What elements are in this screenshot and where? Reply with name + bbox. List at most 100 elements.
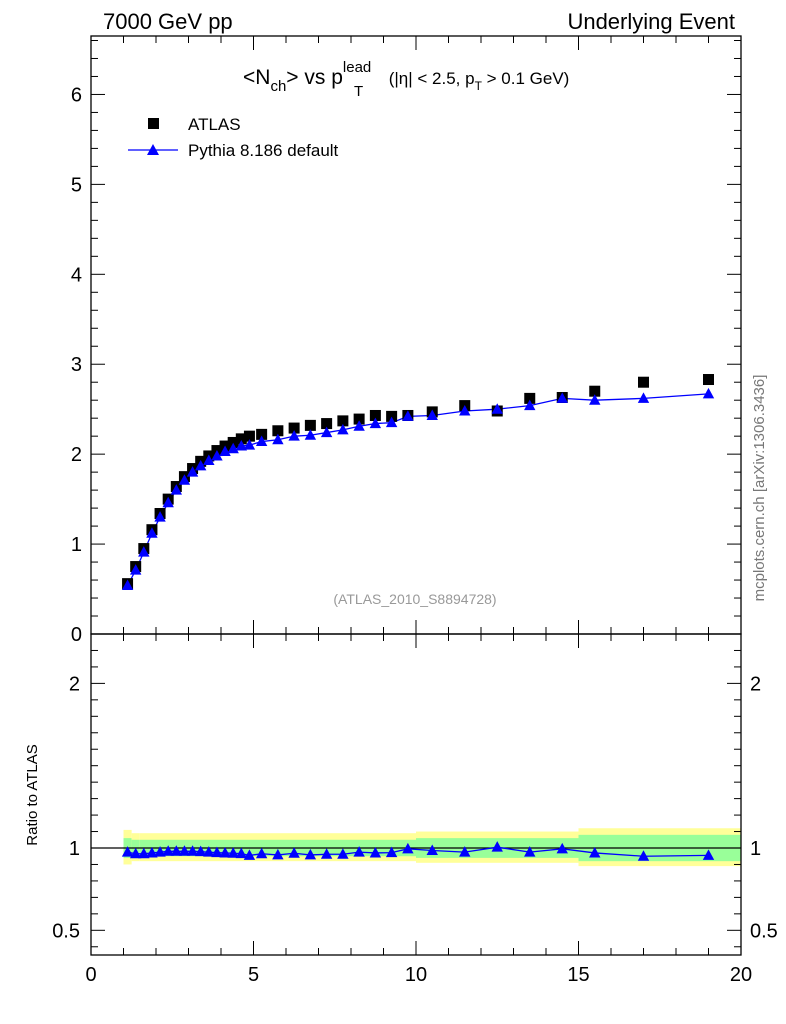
ratio-point: [121, 846, 134, 857]
pythia-point: [235, 440, 248, 451]
pythia-point: [426, 409, 438, 420]
legend: ATLAS Pythia 8.186 default: [128, 115, 339, 160]
pythia-point: [491, 403, 503, 414]
ratio-point: [320, 848, 333, 859]
pythia-point: [129, 564, 142, 575]
ratio-y-tick-label-right: 1: [750, 838, 761, 860]
title-cut-a: (|η| < 2.5, p: [384, 69, 475, 88]
ratio-point: [178, 845, 191, 856]
pythia-point: [255, 435, 268, 447]
ratio-plot: 0 5 10 15 20 0.5 0.5 1 1 2 2: [52, 633, 778, 986]
y-tick-label: 0: [71, 624, 82, 646]
pythia-point: [702, 387, 715, 399]
y-tick-label: 2: [71, 444, 82, 466]
pythia-point: [154, 511, 166, 522]
ratio-point: [211, 846, 223, 858]
legend-marker-pythia: [147, 144, 159, 155]
y-tick-label: 6: [71, 84, 82, 106]
atlas-point: [353, 413, 365, 425]
atlas-point: [386, 410, 398, 422]
ratio-point: [219, 846, 231, 858]
ratio-y-tick-label: 0.5: [52, 920, 80, 942]
ratio-point: [243, 849, 256, 860]
y-tick-label: 1: [71, 534, 82, 556]
ratio-point: [491, 841, 503, 852]
ratio-ylabel: Ratio to ATLAS: [24, 744, 41, 845]
pythia-point: [227, 442, 239, 454]
x-tick-label: 5: [248, 964, 259, 986]
ratio-point: [589, 846, 601, 858]
title-sub-t: T: [354, 83, 363, 100]
title-mid: > vs p: [286, 66, 343, 89]
pythia-point: [146, 527, 158, 538]
ratio-point: [186, 845, 199, 856]
ratio-y-tick-label: 2: [69, 673, 80, 695]
pythia-point: [369, 417, 382, 429]
ratio-point: [194, 845, 207, 857]
pythia-point: [219, 445, 231, 456]
ratio-point: [170, 845, 183, 856]
ratio-point: [702, 849, 715, 860]
atlas-point: [272, 425, 284, 437]
header-right: Underlying Event: [567, 9, 735, 34]
ratio-point: [304, 848, 317, 860]
pythia-point: [211, 449, 223, 461]
pythia-point: [459, 404, 471, 416]
pythia-point: [162, 496, 174, 508]
pythia-point: [320, 426, 333, 438]
pythia-point: [194, 459, 207, 471]
ratio-point: [162, 845, 174, 856]
ratio-point: [426, 844, 438, 855]
atlas-point: [288, 422, 300, 434]
pythia-point: [288, 430, 300, 441]
ratio-point: [637, 850, 650, 861]
ratio-point: [288, 847, 300, 858]
atlas-point: [235, 433, 247, 445]
pythia-point: [272, 433, 284, 445]
ratio-point: [272, 848, 284, 860]
atlas-point: [227, 436, 239, 448]
x-tick-label: 10: [405, 964, 427, 986]
pythia-point: [589, 394, 601, 405]
ratio-point: [385, 846, 398, 858]
ratio-line: [127, 846, 709, 857]
ratio-point: [353, 846, 365, 857]
pythia-point: [138, 546, 150, 557]
ratio-point: [227, 847, 239, 858]
ratio-y-tick-label-right: 0.5: [750, 920, 778, 942]
ratio-point: [129, 847, 142, 859]
ratio-point: [154, 846, 166, 857]
plot-title: <Nch> vs plead T (|η| < 2.5, pT > 0.1 GeV…: [243, 59, 569, 100]
pythia-point: [170, 484, 183, 495]
atlas-point: [638, 376, 649, 388]
pythia-point: [186, 466, 199, 477]
ratio-point: [203, 846, 215, 857]
atlas-point: [337, 415, 349, 427]
pythia-point: [353, 420, 365, 431]
pythia-line: [126, 393, 709, 586]
source-label: mcplots.cern.ch [arXiv:1306.3436]: [751, 375, 768, 602]
main-plot: 0 1 2 3 4 5 6: [71, 35, 742, 646]
pythia-point: [304, 429, 317, 440]
analysis-watermark: (ATLAS_2010_S8894728): [333, 591, 496, 607]
title-sup-lead: lead: [343, 59, 371, 76]
ratio-point: [146, 846, 158, 858]
atlas-point: [703, 374, 714, 386]
ratio-y-tick-label-right: 2: [750, 673, 761, 695]
ratio-point: [459, 846, 471, 857]
ratio-y-tick-label: 1: [69, 838, 80, 860]
x-tick-label: 20: [730, 964, 752, 986]
pythia-point: [385, 416, 398, 428]
pythia-point: [121, 579, 134, 590]
pythia-point: [556, 392, 568, 403]
ratio-point: [402, 842, 414, 854]
title-sub-ch: ch: [270, 78, 286, 95]
x-tick-label: 0: [85, 964, 96, 986]
ratio-point: [337, 848, 349, 859]
title-cut-b: > 0.1 GeV): [482, 69, 569, 88]
ratio-point: [255, 847, 268, 859]
legend-label-pythia: Pythia 8.186 default: [188, 141, 339, 160]
ratio-point: [138, 847, 150, 859]
pythia-point: [178, 474, 191, 485]
